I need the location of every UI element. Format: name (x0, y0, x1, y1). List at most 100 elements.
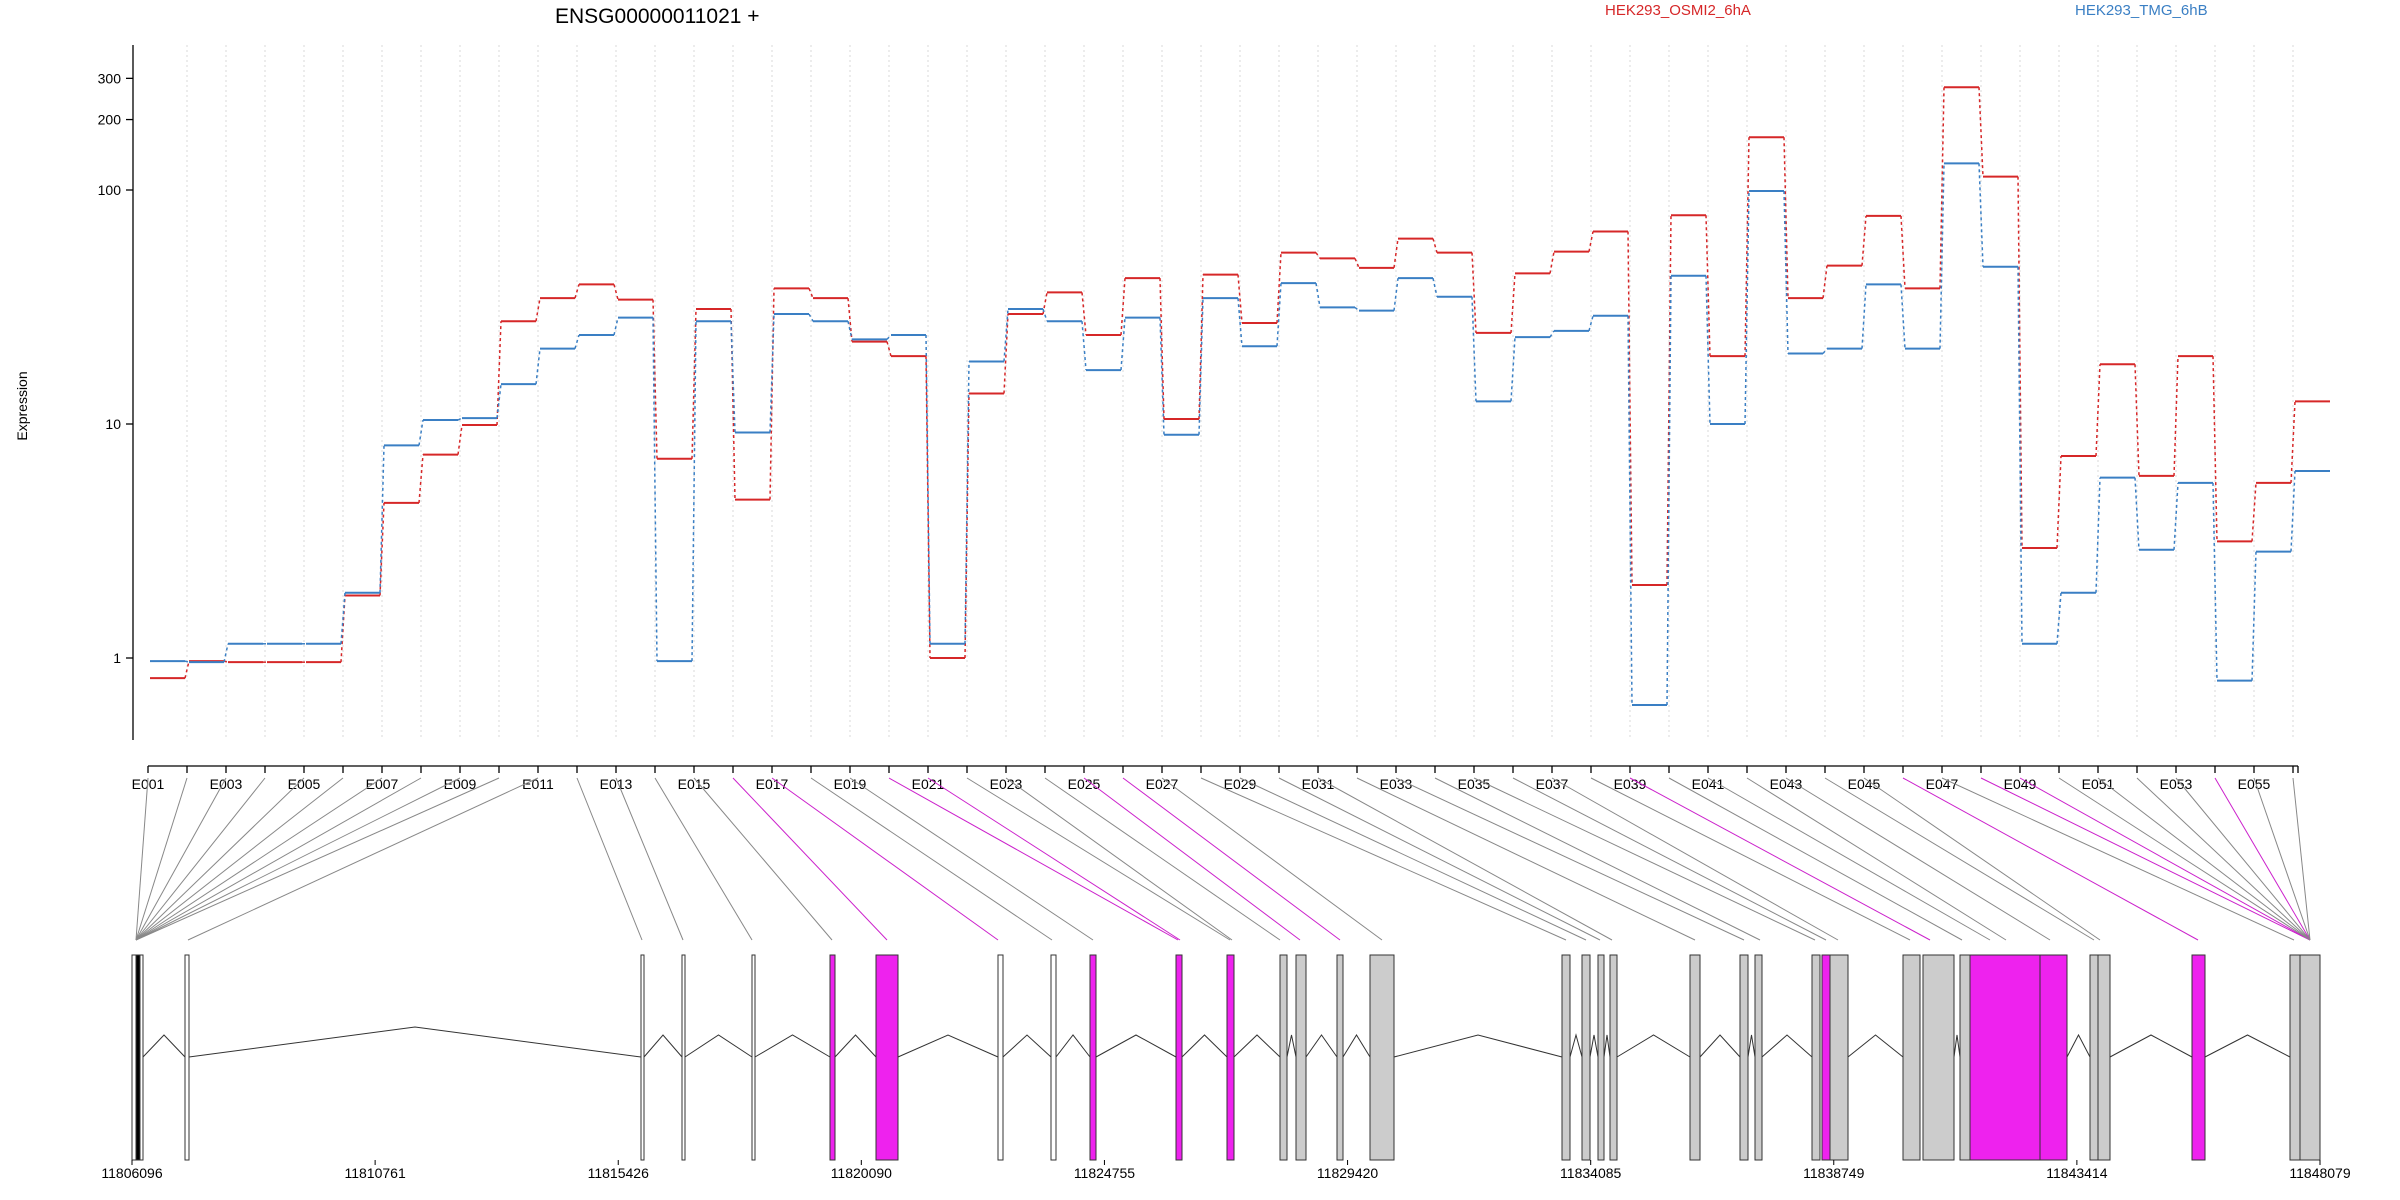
exon-box (1969, 954, 2041, 1161)
series-connector (613, 284, 619, 300)
intron-line (684, 1034, 753, 1058)
series-connector (1861, 284, 1867, 349)
exon-box (184, 954, 190, 1161)
x-tick-label: E049 (2004, 776, 2037, 792)
exon-connector (1590, 777, 1911, 941)
x-tick-label: E013 (600, 776, 633, 792)
intron-line (1761, 1034, 1813, 1058)
exon-connector (576, 777, 643, 941)
intron-line (2109, 1034, 2193, 1058)
intron-line (1286, 1034, 1297, 1058)
exon-box (1089, 954, 1097, 1161)
exon-box (1226, 954, 1235, 1161)
exon-box (1279, 954, 1288, 1161)
series-connector (1198, 298, 1204, 435)
exon-connector (135, 777, 461, 941)
series-connector (1822, 348, 1828, 355)
exon-box (2289, 954, 2301, 1161)
exon-connector (693, 777, 833, 941)
intron-line (1747, 1034, 1756, 1058)
exon-connector (135, 777, 266, 941)
series-connector (184, 660, 190, 679)
series-connector (1588, 315, 1594, 332)
series-connector (1237, 274, 1243, 324)
series-connector (2017, 176, 2023, 549)
coordinate-label: 11810761 (344, 1165, 405, 1181)
series-connector (1744, 191, 1750, 425)
series-connector (1003, 308, 1009, 362)
exon-connector (2175, 777, 2311, 941)
exon-connector (2292, 777, 2311, 941)
x-tick-label: E017 (756, 776, 789, 792)
series-connector (1120, 317, 1126, 371)
intron-line (1847, 1034, 1904, 1058)
x-tick-label: E045 (1848, 776, 1881, 792)
series-connector (2173, 482, 2179, 550)
series-connector (1042, 308, 1048, 322)
intron-line (1002, 1034, 1052, 1058)
exon-connectors (135, 777, 2311, 941)
exon-connector (1746, 777, 2007, 941)
coordinate-label: 11815426 (588, 1165, 649, 1181)
intron-line (142, 1034, 186, 1058)
coordinate-label: 11838749 (1803, 1165, 1864, 1181)
series-connector (886, 341, 892, 357)
exon-connector (654, 777, 753, 941)
series-connector (2056, 592, 2062, 644)
exon-box (1597, 954, 1605, 1161)
exon-box (1369, 954, 1395, 1161)
exon-connector (1122, 777, 1341, 941)
intron-line (1589, 1034, 1599, 1058)
series-connector (2212, 482, 2218, 681)
coordinate-label: 11806096 (101, 1165, 162, 1181)
intron-line (1181, 1034, 1228, 1058)
series-connector (1510, 273, 1516, 333)
intron-line (1393, 1034, 1563, 1058)
exon-box (829, 954, 836, 1161)
exon-connector (135, 777, 344, 941)
exon-box (640, 954, 645, 1161)
exon-connector (1044, 777, 1281, 941)
legend-series-2: HEK293_TMG_6hB (2075, 2, 2208, 19)
x-tick-label: E001 (132, 776, 165, 792)
exon-connector (135, 777, 383, 941)
exon-connector (888, 777, 1179, 941)
series-connector (1159, 317, 1165, 435)
series-connector (964, 393, 970, 659)
series-connector (1783, 137, 1789, 299)
exon-connector (135, 777, 149, 941)
intron-line (897, 1034, 999, 1058)
x-tick-label: E047 (1926, 776, 1959, 792)
exon-box (1050, 954, 1057, 1161)
series-connector (769, 314, 775, 433)
series-connector (964, 361, 970, 644)
exon-connector (1200, 777, 1567, 941)
exon-box (2039, 954, 2068, 1161)
x-tick-label: E037 (1536, 776, 1569, 792)
series-connector (1627, 231, 1633, 586)
x-tick-label: E029 (1224, 776, 1257, 792)
exon-connector (135, 777, 500, 941)
exon-connector (135, 777, 305, 941)
exon-box (1295, 954, 1307, 1161)
exon-connector (2136, 777, 2311, 941)
series-connector (1900, 215, 1906, 289)
series-connector (2290, 470, 2296, 552)
series-connector (1744, 137, 1750, 357)
x-tick-label: E051 (2082, 776, 2115, 792)
series-connector (1939, 163, 1945, 349)
x-tick-label: E055 (2238, 776, 2271, 792)
series-connector (1978, 87, 1984, 177)
exon-connector (1083, 777, 1301, 941)
exon-connector (135, 777, 188, 941)
series-connector (808, 288, 814, 299)
x-tick-label: E027 (1146, 776, 1179, 792)
series-connector (1432, 238, 1438, 253)
exon-box (2089, 954, 2099, 1161)
exon-connector (810, 777, 1053, 941)
exon-box (2191, 954, 2206, 1161)
series-connector (613, 317, 619, 336)
x-tick-label: E007 (366, 776, 399, 792)
exon-connector (1161, 777, 1383, 941)
series-connector (1237, 298, 1243, 347)
